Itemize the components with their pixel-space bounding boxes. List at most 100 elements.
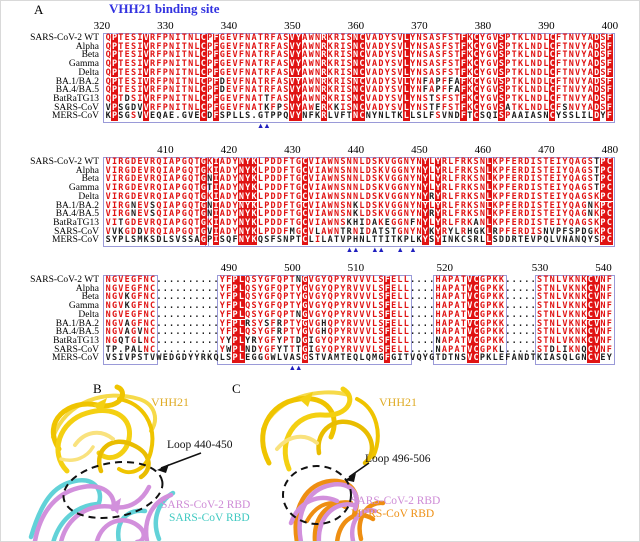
position-tick: 340 [220, 19, 238, 32]
row-label: SARS-CoV [54, 226, 99, 237]
loop-440-450-label: Loop 440-450 [167, 439, 233, 451]
position-tick: 460 [474, 143, 492, 156]
row-label: Alpha [75, 41, 99, 52]
row-label: Beta [81, 50, 99, 61]
alignment-row: VIRGDEVRQIAPGQTGTIADYNYKLPDDFTGCVIAWNSNN… [105, 183, 613, 194]
row-label: Gamma [68, 183, 99, 194]
binding-residue-triangle-icon: ▲ [352, 244, 360, 254]
position-tick: 480 [601, 143, 619, 156]
panel-a-label: A [34, 2, 44, 17]
row-label: SARS-CoV-2 WT [30, 33, 99, 43]
row-label: BA.1/BA.2 [55, 318, 99, 329]
panel-c-label: C [232, 381, 241, 396]
alignment-row: VVKGDDVRQIAPGQTGVIADYNYKLPDDFMGCVLAWNTRN… [105, 226, 613, 237]
alignment-row: NGVEGFNC..........YFPLQSYGFQPTYGVGYQPYRV… [105, 283, 612, 294]
row-label: Gamma [68, 301, 99, 312]
position-tick: 530 [531, 261, 549, 274]
row-label: Beta [81, 292, 99, 303]
row-label: SARS-CoV-2 WT [30, 157, 99, 167]
row-label: Gamma [68, 59, 99, 70]
position-tick: 360 [347, 19, 365, 32]
row-label: BA.4/BA.5 [55, 85, 99, 96]
binding-residue-triangle-icon: ▲ [256, 120, 265, 130]
row-label: Beta [81, 174, 99, 185]
row-label: MERS-CoV [52, 353, 99, 364]
alignment-row: QPTESIVRFPNITNLCPFGEVFNATRFASVYAWNRKRISN… [105, 67, 613, 78]
row-label: Delta [78, 191, 99, 202]
vhh21-label-c: VHH21 [379, 395, 417, 409]
row-label: MERS-CoV [52, 235, 99, 246]
binding-residue-triangle-icon: ▲ [371, 244, 379, 254]
position-tick: 370 [411, 19, 428, 32]
loop-496-506-arrow [345, 462, 370, 482]
alignment-row: SYPLSMKSDLSVSSAGPISQFNYKQSFSNPTCLILATVPH… [105, 235, 613, 246]
position-tick: 470 [538, 143, 555, 156]
binding-residue-triangle-icon: ▲ [409, 244, 417, 254]
row-label: SARS-CoV [54, 102, 99, 113]
vhh21-label-b: VHH21 [151, 395, 189, 409]
binding-residue-triangle-icon: ▲ [288, 362, 297, 372]
position-tick: 520 [436, 261, 453, 274]
alignment-row: VIRGDEVRQIAPGQTGKIADYNYKLPDDFTGCVIAWNSNN… [105, 191, 613, 202]
sars-cov-2-rbd-ribbon-c [288, 482, 378, 541]
alignment-row: QPTESIVRFPNITNLCPFDEVFNATRFASVYAWNRKRISN… [105, 76, 613, 87]
row-label: Alpha [75, 165, 99, 176]
position-tick: 390 [538, 19, 555, 32]
row-label: BA.1/BA.2 [55, 76, 99, 87]
alignment-row: VIRGDEVRQIAPGQTGKIADYNYKLPDDFTGCVIAWNSNN… [105, 157, 613, 167]
alignment-row: VIRGDEVRQIAPGQTGNIADYNYKLPDDFTGCVIAWNSNN… [105, 174, 613, 185]
loop-440-450-ellipse [62, 461, 164, 519]
alignment-row: QPTESIVRFPNITNLCPFDEVFNATRFASVYAWNRKRISN… [105, 85, 613, 96]
alignment-row: VSIVPSTVWEDGDYYRKQLSPLEGGGWLVASGSTVAMTEQ… [105, 353, 612, 364]
position-tick: 440 [347, 143, 365, 156]
alignment-row: VIRGNEVSQIAPGQTGNIADYNYKLPDDFTGCVIAWNSNK… [105, 209, 613, 220]
row-label: BatRaTG13 [53, 217, 99, 228]
alignment-row: VIRGNEVSQIAPGQTGNIADYNYKLPDDFTGCVIAWNSNK… [105, 200, 613, 211]
alignment-row: NGVKGFNC..........YFPLQSYGFQPTYGVGYQPYRV… [105, 301, 612, 312]
row-label: BatRaTG13 [53, 335, 99, 346]
alignment-row: KPSGSVVEQAE.GVECDFSPLLS.GTPPQVYNFKRLVFTN… [105, 111, 613, 122]
vhh21-ribbon-b [50, 384, 157, 480]
alignment-row: QPTDSIVRFPNITNLCPFGEVFNATTFASVYAWNRKRISN… [105, 93, 613, 104]
row-label: SARS-CoV [54, 344, 99, 355]
row-label: Delta [78, 309, 99, 320]
position-tick: 500 [284, 261, 301, 274]
loop-440-450-arrow [157, 452, 202, 473]
row-label: BA.1/BA.2 [55, 200, 99, 211]
sars-cov-2-rbd-label-b: SARS-CoV-2 RBD [161, 499, 251, 511]
position-tick: 410 [157, 143, 174, 156]
binding-residue-triangle-icon: ▲ [396, 244, 404, 254]
binding-residue-triangle-icon: ▲ [294, 362, 303, 372]
row-label: BA.4/BA.5 [55, 327, 99, 338]
alignment-row: NGQTGLNC..........YYPLYRYGFYPTDGIGYQPYRV… [105, 335, 612, 346]
position-tick: 400 [601, 19, 619, 32]
alignment-row: QPTESIVRFPNITNLCPFGEVFNATRFASVYAWNRKRISN… [105, 50, 613, 61]
alignment-row: NGVEGFNC..........YFPLQSYGFQPTNGVGYQPYRV… [105, 275, 612, 285]
binding-residue-triangle-icon: ▲ [263, 120, 271, 130]
sars-cov-2-rbd-label-c: SARS-CoV-2 RBD [351, 495, 441, 507]
alignment-row: NGVAGVNC..........YFPLQSYGFRPTYGVGHQPYRV… [105, 327, 612, 338]
alignment-row: NGVEGFNC..........YFPLQSYGFQPTNGVGYQPYRV… [105, 309, 612, 320]
mers-cov-rbd-label: MERS-CoV RBD [351, 508, 435, 520]
alignment-row: VITGDEVRQIAPGQTGKIADYNYKLPDDFTGCVIAWNSKH… [105, 217, 613, 228]
vhh21-binding-site-title: VHH21 binding site [109, 1, 220, 16]
sars-cov-rbd-label: SARS-CoV RBD [169, 512, 250, 524]
position-tick: 510 [347, 261, 365, 274]
alignment-row: QPTESIVRFPNITNLCPFGEVFNATRFASVYAWNRKRISN… [105, 59, 613, 70]
position-tick: 330 [157, 19, 174, 32]
row-label: BatRaTG13 [53, 93, 99, 104]
row-label: Alpha [75, 283, 99, 294]
alignment-row: NGVKGFNC..........YFPLQSYGFQPTYGVGYQPYRV… [105, 292, 612, 303]
loop-496-506-label: Loop 496-506 [365, 453, 431, 465]
structure-panels-svg [28, 384, 386, 541]
alignment-row: QPTESIVRFPNITNLCPFGEVFNATRFASVYAWNRKRISN… [105, 33, 613, 43]
row-label: SARS-CoV-2 WT [30, 275, 99, 285]
alignment-row: VIRGDEVRQIAPGQTGKIADYNYKLPDDFTGCVIAWNSNN… [105, 165, 613, 176]
position-tick: 320 [93, 19, 111, 32]
loop-496-506-ellipse [282, 465, 352, 525]
position-tick: 350 [284, 19, 301, 32]
alignment-row: TP.PALNC..........YWPLNDYGFYTTTGIGYQPYRV… [105, 344, 612, 355]
row-label: Delta [78, 67, 99, 78]
binding-residue-triangle-icon: ▲ [345, 244, 354, 254]
